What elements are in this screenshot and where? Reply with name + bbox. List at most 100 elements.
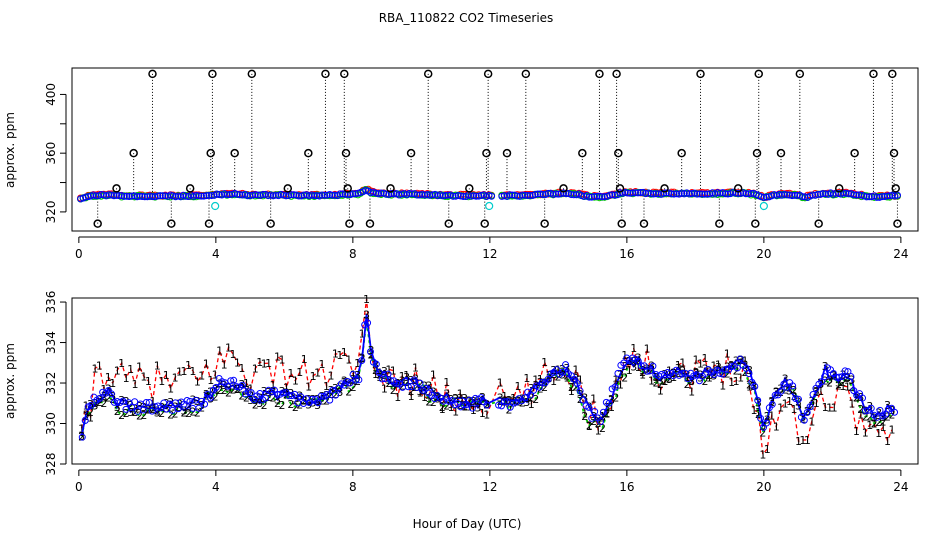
bottom-series-2-marker: 2: [581, 410, 588, 423]
bottom-ylabel: approx. ppm: [3, 343, 17, 419]
bottom-series-1-marker: 1: [733, 375, 740, 388]
bottom-series-3-circle: [585, 403, 593, 411]
bottom-series-3-circle: [401, 378, 409, 386]
top-series-3-point: [840, 189, 848, 197]
bottom-series-3-marker: 3: [385, 374, 392, 387]
bottom-series-2-marker: 2: [866, 410, 873, 423]
top-series-3-point: [313, 192, 321, 200]
bottom-series-1-marker: 1: [443, 376, 450, 389]
bottom-series-3-marker: 3: [857, 391, 864, 404]
bottom-series-2-marker: 2: [639, 366, 646, 379]
top-series-3-point: [508, 191, 516, 199]
top-series-3-point: [138, 192, 146, 200]
top-series-3-point: [696, 190, 704, 198]
bottom-series-3-circle: [806, 403, 814, 411]
bottom-series-2-line: [80, 320, 893, 437]
spike-marker: [465, 184, 474, 193]
bottom-series-1-marker: 1: [848, 397, 855, 410]
bottom-series-2-marker: 2: [287, 398, 294, 411]
bottom-series-3-circle: [355, 376, 363, 384]
top-series-3-point: [662, 189, 670, 197]
top-series-3-point: [125, 193, 133, 201]
top-series-3-point: [637, 188, 645, 196]
bottom-series-1-marker: 1: [203, 357, 210, 370]
top-series-3-point: [387, 190, 395, 198]
bottom-series-1-marker: 1: [831, 402, 838, 415]
spike-marker: [204, 219, 214, 228]
top-series-3-point: [367, 189, 375, 197]
spike-marker: [247, 69, 257, 79]
top-series-3-point: [539, 190, 547, 198]
bottom-series-3-marker: 3: [710, 369, 717, 382]
bottom-series-3-marker: 3: [229, 379, 236, 392]
bottom-series-2-marker: 2: [310, 393, 317, 406]
bottom-series-2-marker: 2: [715, 364, 722, 377]
bottom-series-1-marker: 1: [243, 377, 250, 390]
bottom-series-3-line: [80, 314, 893, 436]
bottom-series-3-marker: 3: [483, 398, 490, 411]
bottom-series-3-marker: 3: [140, 401, 147, 414]
bottom-x-tick-label: 0: [75, 480, 83, 494]
top-series-3-point: [842, 189, 850, 197]
bottom-series-3-marker: 3: [203, 388, 210, 401]
bottom-series-3-circle: [637, 362, 645, 370]
top-series-3-point: [141, 193, 149, 201]
bottom-series-1-marker: 1: [581, 407, 588, 420]
bottom-series-3-marker: 3: [310, 396, 317, 409]
bottom-series-2-marker: 2: [421, 380, 428, 393]
bottom-series-1-marker: 1: [657, 384, 664, 397]
bottom-series-1-marker: 1: [323, 380, 330, 393]
bottom-series-1-line: [80, 298, 893, 456]
top-series-3-point: [585, 193, 593, 201]
bottom-series-1-marker: 1: [372, 368, 379, 381]
top-series-3-point: [667, 190, 675, 198]
top-series-3-point: [259, 191, 267, 199]
bottom-series-3-marker: 3: [91, 400, 98, 413]
bottom-series-1-marker: 1: [341, 346, 348, 359]
bottom-series-1-marker: 1: [332, 348, 339, 361]
top-series-3-point: [154, 192, 162, 200]
bottom-series-2-marker: 2: [746, 378, 753, 391]
bottom-series-3-marker: 3: [461, 392, 468, 405]
bottom-series-3-circle: [346, 379, 354, 387]
bottom-series-3-circle: [573, 380, 581, 388]
bottom-series-2-marker: 2: [327, 388, 334, 401]
top-x-tick-label: 20: [756, 247, 771, 261]
bottom-series-3-circle: [663, 369, 671, 377]
bottom-series-2-marker: 2: [701, 375, 708, 388]
bottom-series-3-circle: [183, 396, 191, 404]
bottom-series-1-marker: 1: [742, 355, 749, 368]
bottom-series-3-circle: [602, 398, 610, 406]
top-series-3-point: [405, 189, 413, 197]
bottom-series-1-marker: 1: [189, 365, 196, 378]
top-series-3-point: [570, 191, 578, 199]
top-series-3-point: [97, 190, 105, 198]
bottom-series-3-circle: [445, 397, 453, 405]
top-series-3-point: [92, 192, 100, 200]
bottom-series-2-marker: 2: [755, 408, 762, 421]
top-series-3-point: [105, 191, 113, 199]
spike-marker: [578, 148, 587, 158]
bottom-series-2-marker: 2: [350, 381, 357, 394]
top-series-3-point: [110, 192, 118, 200]
spike-marker: [167, 219, 176, 228]
top-series-3-point: [148, 193, 156, 201]
bottom-series-1-marker: 1: [234, 357, 241, 370]
bottom-series-2-marker: 2: [252, 398, 259, 411]
bottom-series-3-circle: [672, 366, 680, 374]
bottom-series-1-marker: 1: [559, 366, 566, 379]
top-series-3-point: [182, 192, 190, 200]
top-series-3-point: [554, 190, 562, 198]
bottom-series-1-marker: 1: [221, 359, 228, 372]
bottom-series-3-marker: 3: [497, 392, 504, 405]
bottom-series-1-marker: 1: [786, 395, 793, 408]
top-series-3-point: [660, 189, 668, 197]
top-series-3-point: [786, 191, 794, 199]
top-series-3-point: [616, 189, 624, 197]
bottom-series-1-marker: 1: [888, 424, 895, 437]
bottom-series-1-marker: 1: [537, 373, 544, 386]
bottom-series-3-circle: [483, 401, 491, 409]
bottom-series-3-marker: 3: [795, 399, 802, 412]
top-series-3-point: [536, 190, 544, 198]
bottom-series-3-marker: 3: [270, 385, 277, 398]
